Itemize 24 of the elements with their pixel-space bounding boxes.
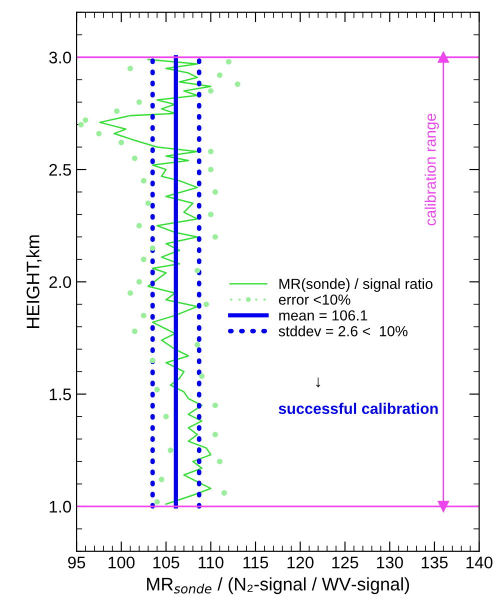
y-tick-label: 3.0 xyxy=(49,52,72,64)
legend-label: error <10% xyxy=(278,294,350,305)
annotation: ↓ xyxy=(316,378,320,388)
x-tick-label: 110 xyxy=(198,556,224,568)
x-tick-label: 115 xyxy=(243,556,268,568)
x-tick-label: 130 xyxy=(377,556,403,568)
legend-label: stddev = 2.6 < 10% xyxy=(278,326,408,336)
x-tick-label: 105 xyxy=(153,556,180,568)
y-tick-label: 2.5 xyxy=(49,164,72,176)
y-tick-label: 1.0 xyxy=(50,500,72,513)
x-tick-label: 140 xyxy=(466,556,492,568)
x-tick-label: 120 xyxy=(288,556,314,568)
x-tick-label: 125 xyxy=(332,556,358,568)
x-axis-title: MR$_{sonde}$ / (N₂-signal / WV-signal) xyxy=(147,577,409,594)
x-tick-label: 135 xyxy=(422,556,448,568)
y-tick-label: 2.0 xyxy=(49,276,72,288)
annotation: calibration range xyxy=(424,114,439,226)
y-tick-label: 1.5 xyxy=(50,388,72,400)
legend-label: MR(sonde) / signal ratio xyxy=(279,278,432,292)
x-tick-label: 95 xyxy=(68,556,86,568)
y-axis-title: HEIGHT,km xyxy=(26,235,42,328)
annotation: successful calibration xyxy=(278,402,438,414)
x-tick-label: 100 xyxy=(108,556,135,568)
legend-label: mean = 106.1 xyxy=(279,310,368,321)
